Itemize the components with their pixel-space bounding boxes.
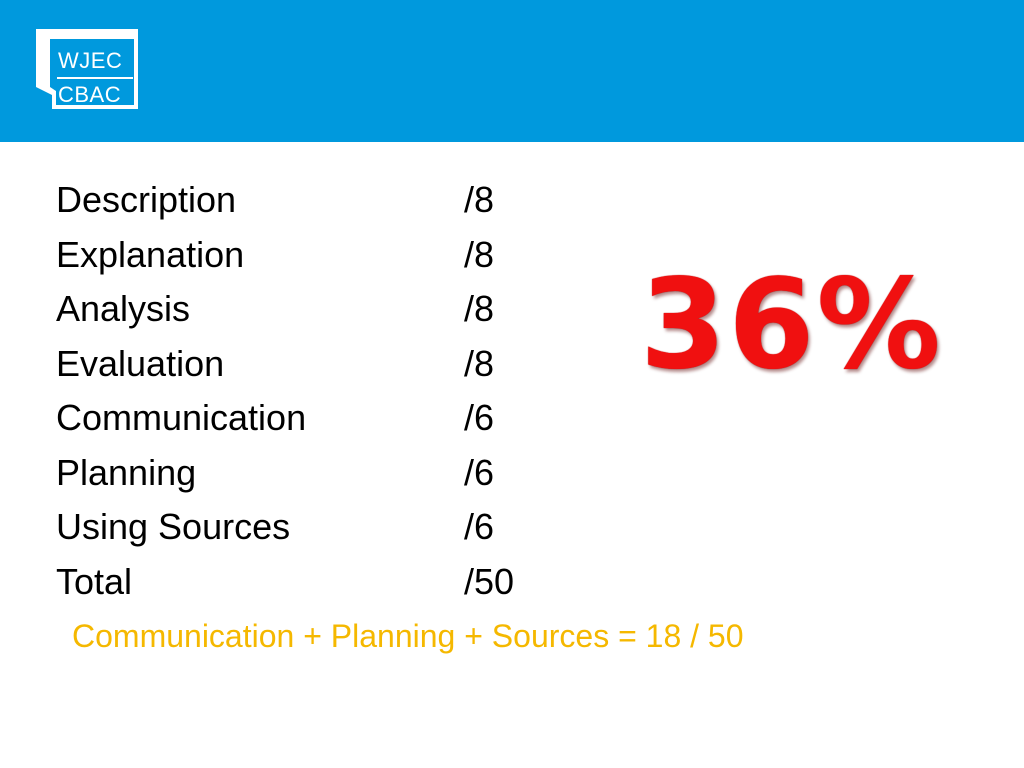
score-label: Analysis (56, 288, 191, 329)
mark-scheme-list: Description /8 Explanation /8 Analysis /… (56, 173, 576, 609)
score-label: Description (56, 179, 237, 220)
score-max: /6 (464, 397, 495, 438)
score-max: /50 (464, 560, 515, 602)
score-max: /8 (464, 233, 495, 275)
score-row: Communication /6 (56, 391, 576, 446)
score-max: /6 (464, 506, 495, 547)
score-row: Explanation /8 (56, 228, 576, 283)
formula-text: Communication + Planning + Sources = 18 … (72, 618, 744, 654)
logo-divider (57, 77, 133, 79)
score-max: /6 (464, 451, 495, 493)
logo-text-cbac: CBAC (58, 82, 122, 107)
logo-shape (36, 29, 138, 109)
score-label: Evaluation (56, 342, 225, 384)
score-row: Description /8 (56, 173, 576, 228)
header-bar: WJEC CBAC (0, 0, 1024, 142)
score-label: Planning (56, 451, 197, 493)
score-row: Analysis /8 (56, 282, 576, 337)
percentage-display: 36% (640, 253, 943, 397)
score-label: Communication (56, 397, 307, 438)
score-label: Explanation (56, 233, 245, 275)
score-max: /8 (464, 342, 495, 384)
score-label: Total (56, 560, 133, 602)
score-row: Evaluation /8 (56, 337, 576, 392)
score-max: /8 (464, 179, 495, 220)
score-row-total: Total /50 (56, 555, 576, 610)
score-label: Using Sources (56, 506, 291, 547)
score-row: Planning /6 (56, 446, 576, 501)
logo-text-wjec: WJEC (58, 48, 123, 73)
score-row: Using Sources /6 (56, 500, 576, 555)
score-max: /8 (464, 288, 495, 329)
wjec-cbac-logo: WJEC CBAC (36, 29, 138, 109)
